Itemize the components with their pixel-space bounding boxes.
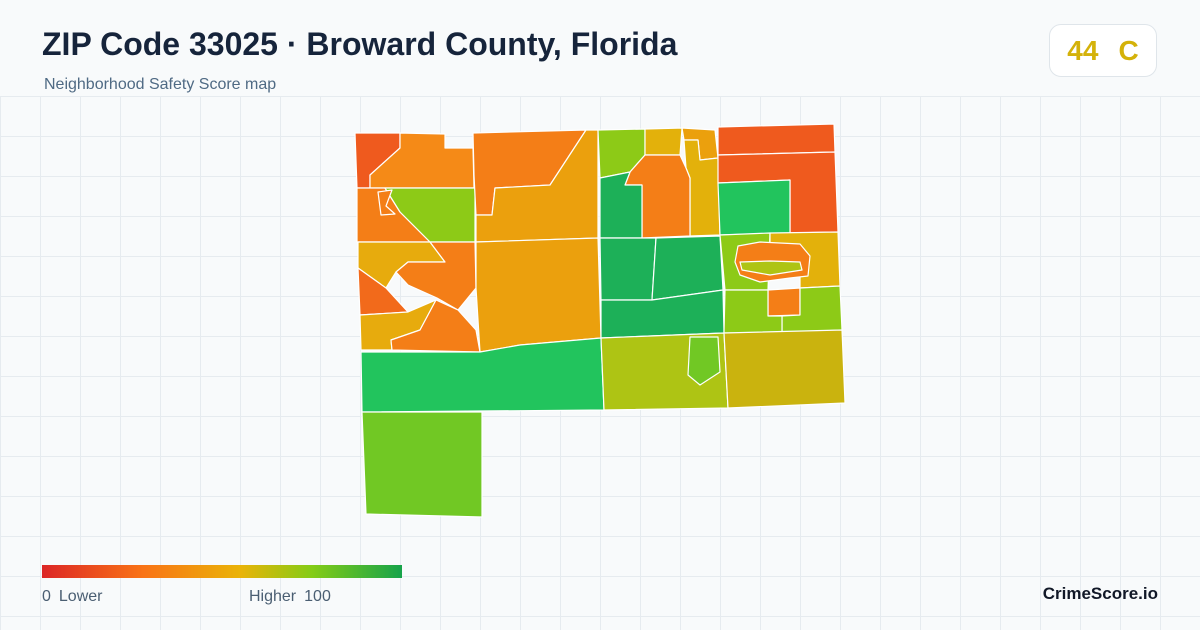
legend-max-label: Higher — [249, 588, 297, 605]
map-region[interactable] — [475, 237, 602, 353]
map-region[interactable] — [644, 127, 683, 156]
page-title: ZIP Code 33025 · Broward County, Florida — [42, 26, 678, 62]
map-region[interactable] — [475, 129, 599, 243]
legend-min-label: Lower — [58, 588, 103, 605]
map-region[interactable] — [723, 329, 846, 409]
page-subtitle: Neighborhood Safety Score map — [44, 76, 277, 93]
map-region[interactable] — [390, 299, 481, 353]
brand-logo-text[interactable]: CrimeScore.io — [1042, 584, 1158, 603]
safety-score: 44 — [1067, 34, 1099, 66]
score-badge: 44 C — [1049, 24, 1157, 77]
map-region[interactable] — [767, 287, 801, 317]
map-region[interactable] — [739, 260, 803, 276]
map-region[interactable] — [717, 123, 836, 156]
map-region[interactable] — [687, 336, 721, 386]
legend-min: 0 Lower — [42, 588, 102, 606]
map-region[interactable] — [361, 411, 483, 518]
safety-grade: C — [1118, 34, 1139, 66]
header — [0, 0, 1200, 96]
map-region[interactable] — [377, 189, 396, 216]
legend-max: Higher 100 — [249, 588, 331, 606]
legend-max-value: 100 — [304, 588, 331, 605]
map-region[interactable] — [651, 235, 724, 301]
map-region[interactable] — [717, 179, 791, 236]
map-region[interactable] — [600, 289, 725, 339]
legend-min-value: 0 — [42, 588, 51, 605]
legend-color-scale — [42, 565, 402, 578]
map-region[interactable] — [599, 237, 657, 301]
